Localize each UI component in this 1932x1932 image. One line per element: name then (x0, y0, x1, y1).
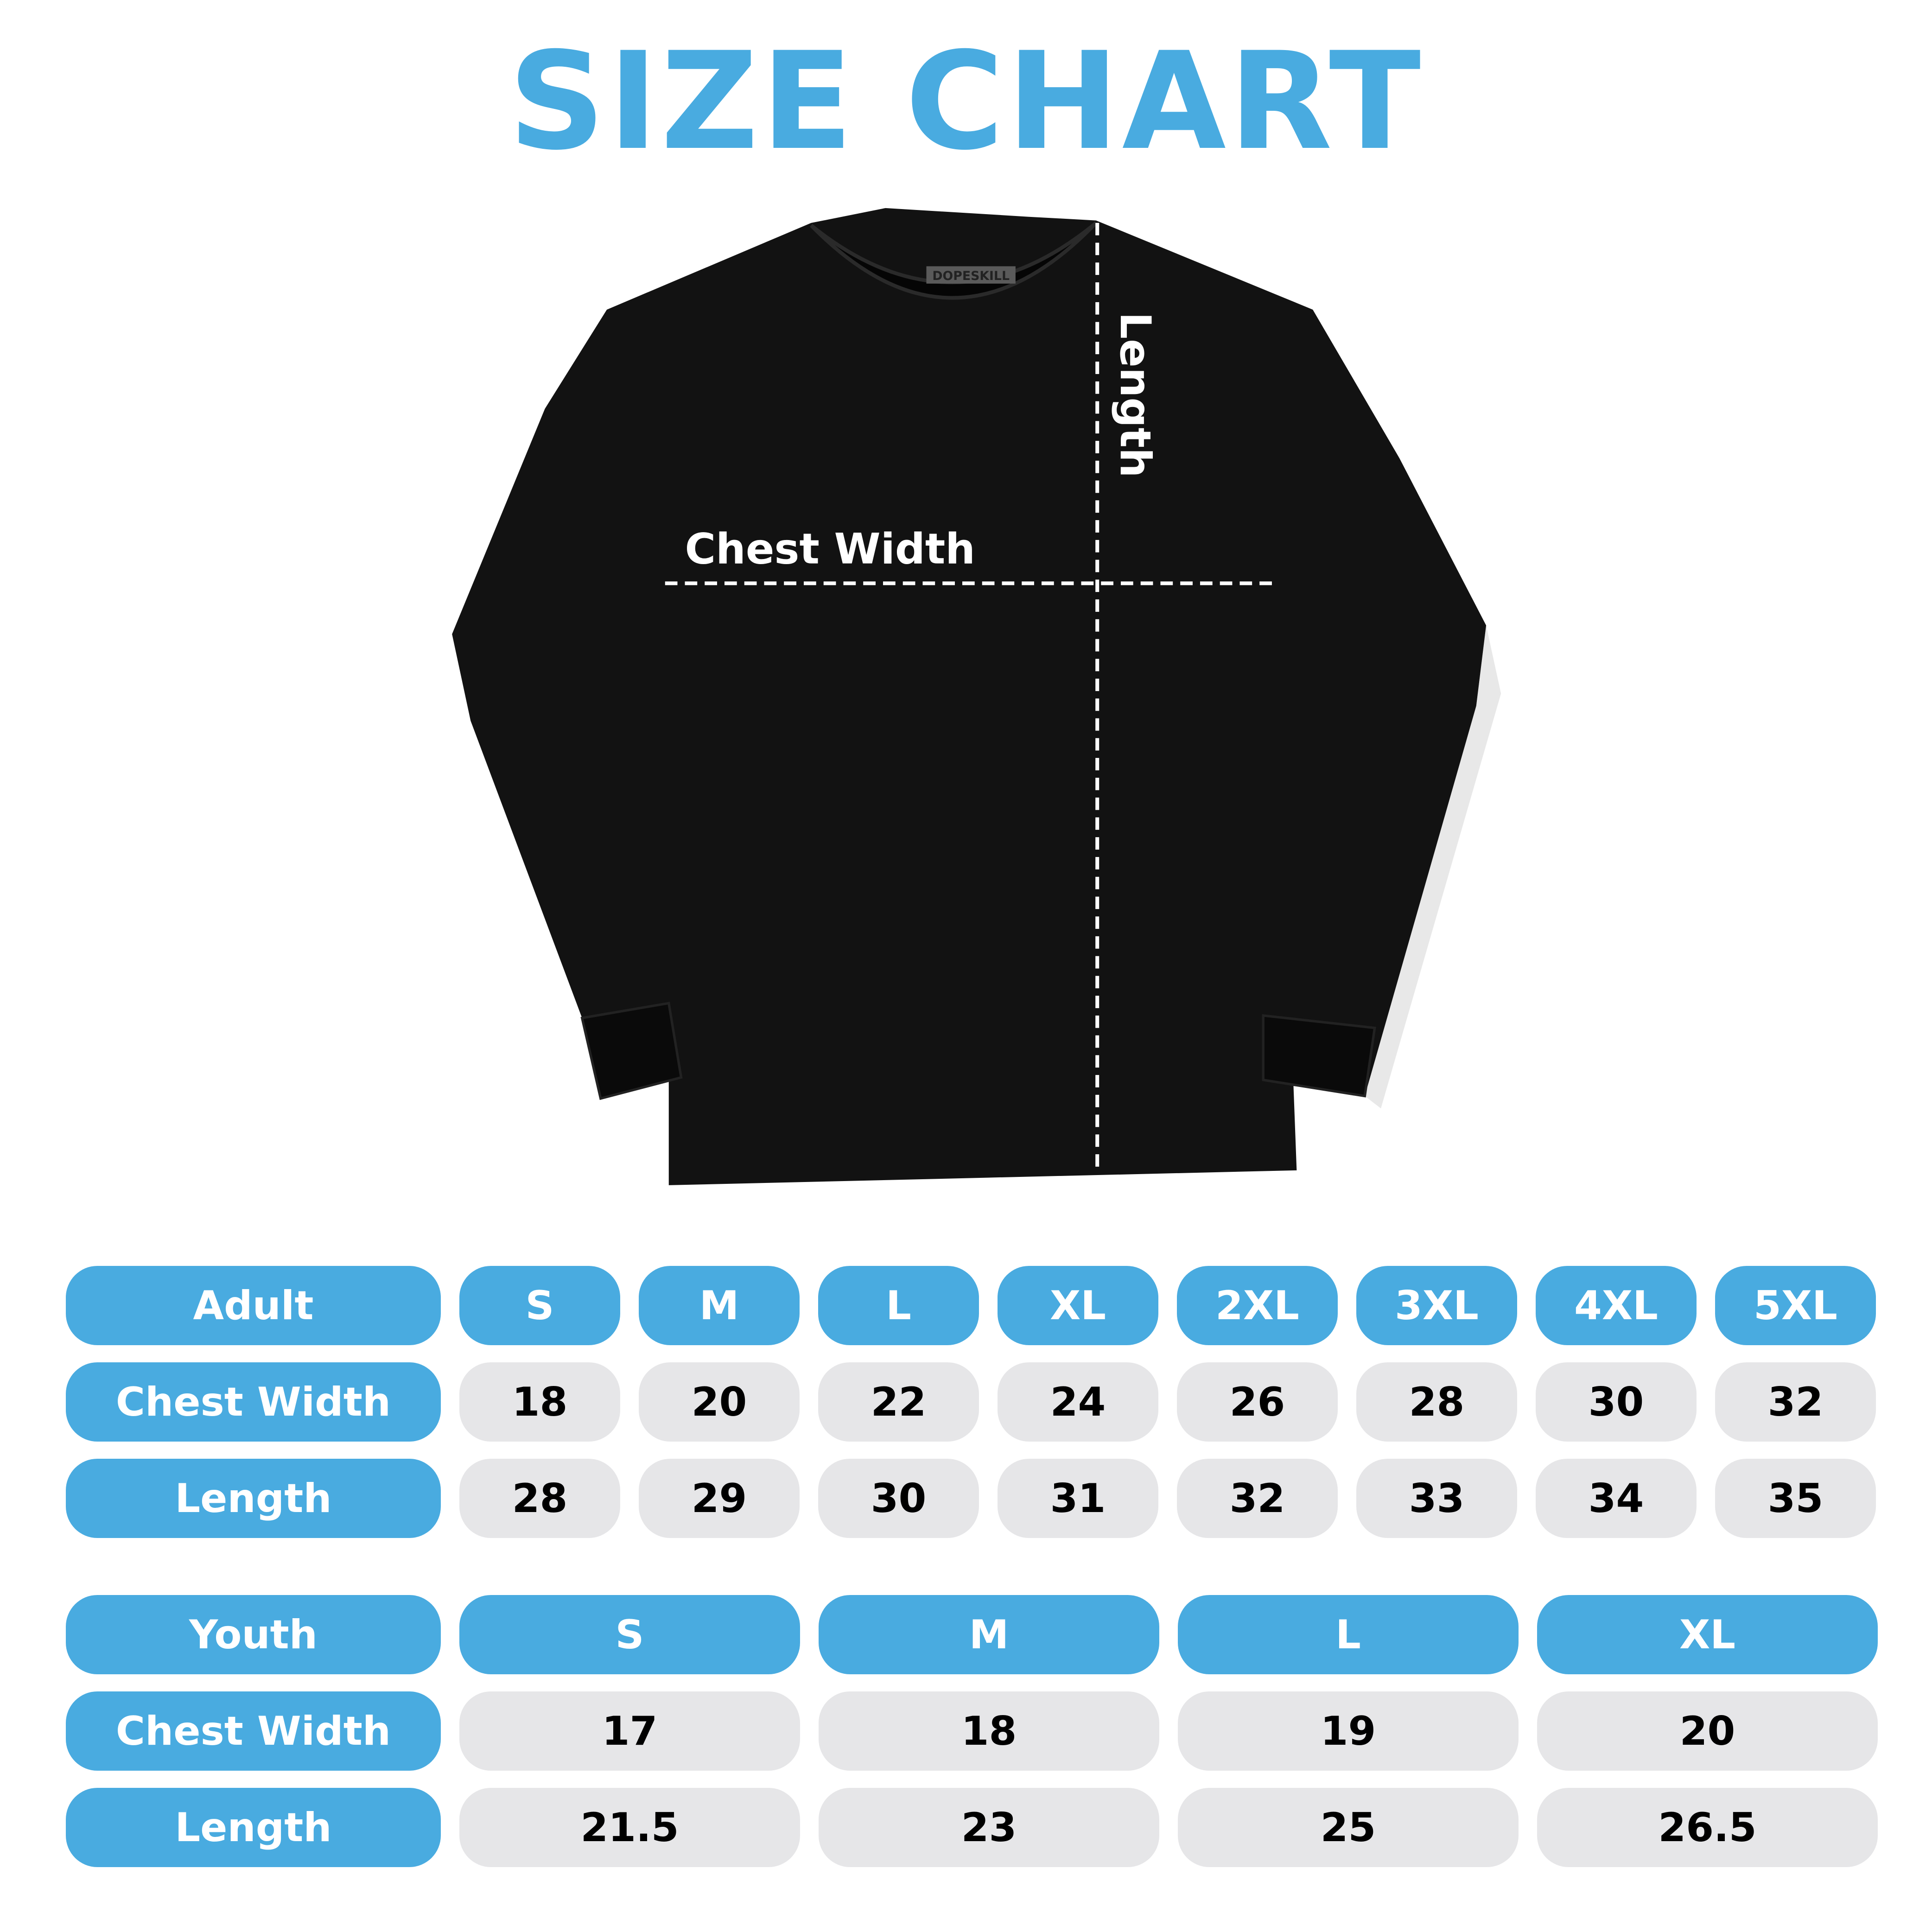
adult-value-cell: 22 (818, 1362, 979, 1442)
adult-size-header: 4XL (1536, 1266, 1697, 1345)
adult-value-cell: 35 (1715, 1459, 1876, 1538)
shirt-shadow (1365, 625, 1501, 1109)
adult-row-label: Chest Width (66, 1362, 441, 1442)
chest-width-label: Chest Width (685, 525, 975, 574)
youth-value-cell: 21.5 (459, 1788, 800, 1867)
adult-value-cell: 18 (459, 1362, 620, 1442)
adult-value-cell: 33 (1356, 1459, 1517, 1538)
adult-value-cell: 32 (1715, 1362, 1876, 1442)
youth-header-label: Youth (66, 1595, 441, 1674)
adult-size-header: XL (998, 1266, 1158, 1345)
adult-value-cell: 34 (1536, 1459, 1697, 1538)
shirt-body (452, 208, 1487, 1185)
adult-value-cell: 28 (459, 1459, 620, 1538)
youth-size-header: M (819, 1595, 1159, 1674)
youth-size-header: L (1178, 1595, 1519, 1674)
length-label: Length (1111, 312, 1159, 477)
adult-value-cell: 24 (998, 1362, 1158, 1442)
adult-value-cell: 26 (1177, 1362, 1338, 1442)
youth-value-cell: 18 (819, 1691, 1159, 1771)
right-cuff (1262, 1014, 1376, 1098)
youth-size-header: S (459, 1595, 800, 1674)
youth-value-cell: 20 (1537, 1691, 1878, 1771)
youth-value-cell: 17 (459, 1691, 800, 1771)
adult-value-cell: 30 (818, 1459, 979, 1538)
page-title: SIZE CHART (508, 24, 1424, 180)
adult-size-header: L (818, 1266, 979, 1345)
adult-size-header: S (459, 1266, 620, 1345)
adult-value-cell: 30 (1536, 1362, 1697, 1442)
adult-size-header: 3XL (1356, 1266, 1517, 1345)
adult-value-cell: 31 (998, 1459, 1158, 1538)
adult-value-cell: 20 (639, 1362, 800, 1442)
adult-value-cell: 28 (1356, 1362, 1517, 1442)
adult-size-header: M (639, 1266, 800, 1345)
youth-value-cell: 25 (1178, 1788, 1519, 1867)
brand-tag-text: DOPESKILL (932, 269, 1010, 283)
adult-row-label: Length (66, 1459, 441, 1538)
adult-header-label: Adult (66, 1266, 441, 1345)
youth-row-label: Length (66, 1788, 441, 1867)
adult-value-cell: 32 (1177, 1459, 1338, 1538)
adult-size-header: 5XL (1715, 1266, 1876, 1345)
youth-value-cell: 26.5 (1537, 1788, 1878, 1867)
adult-size-header: 2XL (1177, 1266, 1338, 1345)
youth-value-cell: 23 (819, 1788, 1159, 1867)
left-cuff (580, 1002, 683, 1100)
youth-row-label: Chest Width (66, 1691, 441, 1771)
youth-size-header: XL (1537, 1595, 1878, 1674)
youth-value-cell: 19 (1178, 1691, 1519, 1771)
brand-tag (926, 266, 1016, 284)
adult-value-cell: 29 (639, 1459, 800, 1538)
